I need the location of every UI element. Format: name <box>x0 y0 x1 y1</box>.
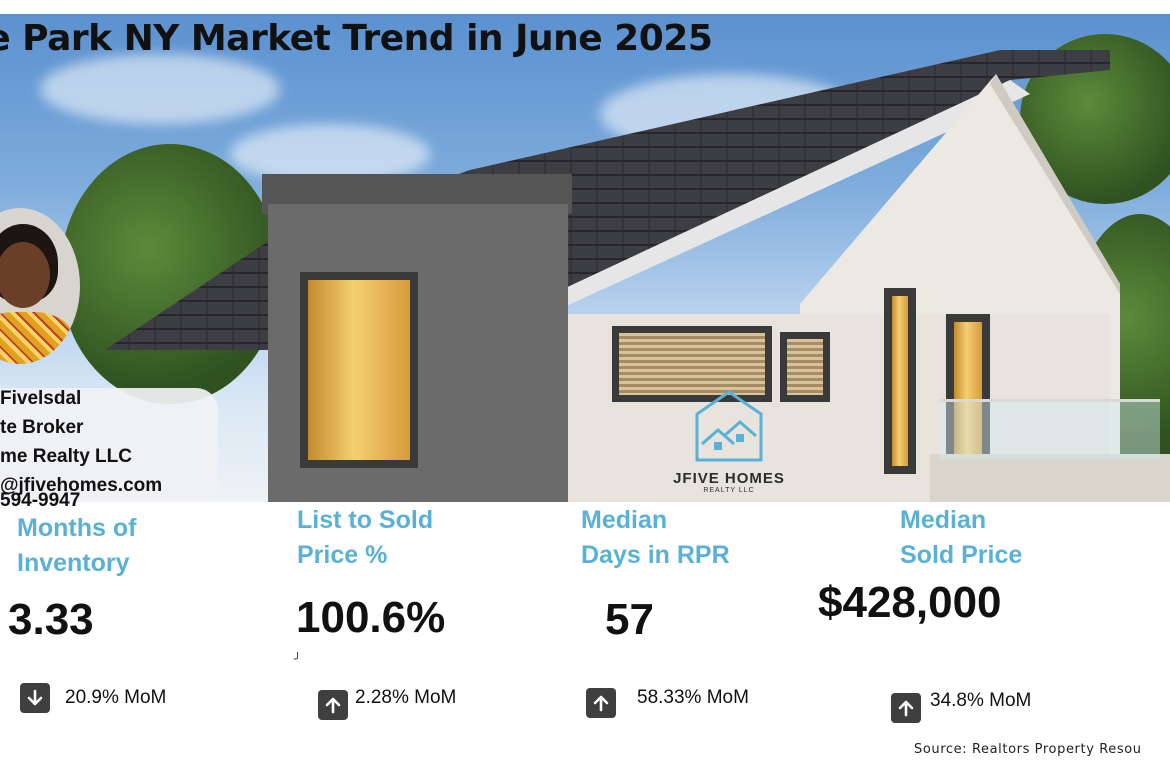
arrow-up-icon <box>318 690 348 720</box>
stat-label-line: List to Sold <box>297 506 434 534</box>
source-note: Source: Realtors Property Resou <box>914 742 1142 757</box>
stat-label-line: Sold Price <box>900 541 1023 569</box>
stat-label-line: Months of <box>17 514 137 542</box>
stat-change-list-to-sold: 2.28% MoM <box>355 687 457 708</box>
stat-value-list-to-sold: 100.6% <box>296 593 446 642</box>
stat-label-median-days: Median Days in RPR <box>581 503 730 573</box>
hero-photo: JFIVE HOMES REALTY LLC yde Park NY Marke… <box>0 14 1170 502</box>
agent-email: @jfivehomes.com <box>0 475 163 496</box>
brand-subname: REALTY LLC <box>703 487 755 494</box>
stat-label-list-to-sold: List to Sold Price % <box>297 503 433 573</box>
window <box>300 272 418 468</box>
agent-name: Fivelsdal <box>0 388 82 409</box>
stat-label-line: Days in RPR <box>581 541 730 569</box>
agent-title: te Broker <box>0 417 84 438</box>
stat-change-months-inventory: 20.9% MoM <box>65 687 167 708</box>
houses-logo-icon <box>695 390 763 462</box>
stat-label-line: Median <box>900 506 987 534</box>
page-title: yde Park NY Market Trend in June 2025 <box>0 18 713 59</box>
glass-railing <box>940 399 1160 459</box>
stray-mark: ╯ <box>294 652 302 666</box>
stat-value-months-inventory: 3.33 <box>8 595 94 644</box>
arrow-up-icon <box>586 688 616 718</box>
stat-label-line: Inventory <box>17 549 130 577</box>
arrow-down-icon <box>20 683 50 713</box>
stat-label-line: Median <box>581 506 668 534</box>
brand-logo: JFIVE HOMES REALTY LLC <box>666 390 792 494</box>
balcony <box>930 454 1170 502</box>
agent-company: me Realty LLC <box>0 446 132 467</box>
arrow-up-icon <box>891 693 921 723</box>
stat-change-median-price: 34.8% MoM <box>930 690 1032 711</box>
agent-phone: 594-9947 <box>0 490 81 511</box>
stat-label-line: Price % <box>297 541 388 569</box>
stat-label-months-inventory: Months of Inventory <box>17 511 136 581</box>
stat-value-median-price: $428,000 <box>818 578 1002 627</box>
stat-label-median-price: Median Sold Price <box>900 503 1022 573</box>
window-blinds <box>612 326 772 402</box>
stat-change-median-days: 58.33% MoM <box>637 687 749 708</box>
brand-name: JFIVE HOMES <box>673 470 785 487</box>
window <box>884 288 916 474</box>
window-blinds <box>780 332 830 402</box>
cloud <box>40 54 280 124</box>
stat-value-median-days: 57 <box>605 595 654 644</box>
agent-contact-card: Fivelsdal te Broker me Realty LLC @jfive… <box>0 388 218 502</box>
